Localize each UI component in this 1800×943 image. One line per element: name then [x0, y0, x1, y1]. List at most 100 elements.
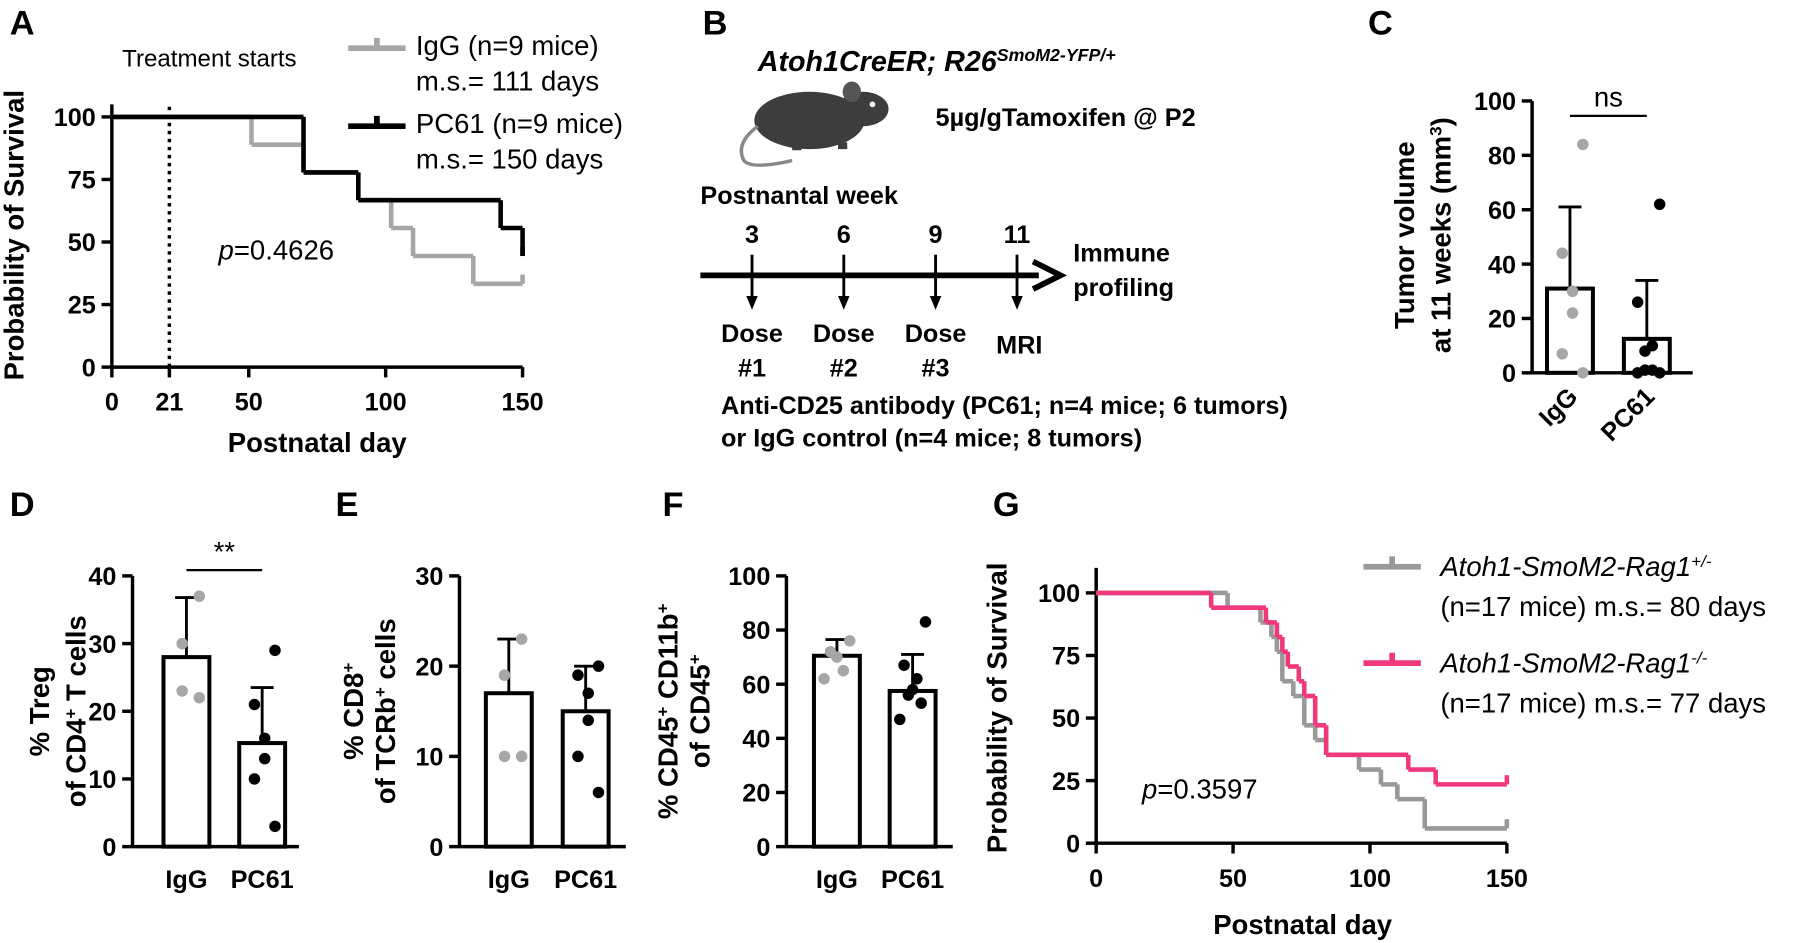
y-axis-label: of CD4+ T cells [60, 615, 91, 807]
y-tick-label: 30 [415, 563, 443, 591]
text-part: of CD45 [685, 664, 716, 768]
tamoxifen-label: 5µg/gTamoxifen @ P2 [936, 104, 1196, 132]
bar [811, 653, 862, 849]
superscript: + [371, 687, 390, 697]
superscript: + [339, 663, 358, 673]
y-tick-label: 20 [88, 698, 116, 726]
data-point [515, 633, 528, 645]
week-label: 9 [929, 221, 943, 249]
data-point [1653, 198, 1666, 211]
timeline-arrowhead [1031, 258, 1068, 292]
y-tick-label: 100 [1474, 88, 1516, 116]
x-tick-label: 100 [1349, 865, 1391, 893]
superscript: + [685, 654, 704, 664]
event-label: Dose [721, 320, 783, 348]
legend-label: Atoh1-SmoM2-Rag1-/- [1438, 647, 1707, 678]
event-arrowhead [838, 295, 850, 310]
data-point [1639, 345, 1651, 357]
y-tick-label: 40 [88, 563, 116, 591]
y-tick-label: 60 [1488, 197, 1516, 225]
legend-label: PC61 (n=9 mice) [416, 108, 623, 139]
data-point [1556, 348, 1568, 360]
superscript: + [653, 707, 672, 717]
treatment-label: Treatment starts [122, 46, 296, 73]
y-tick-label: 10 [415, 744, 443, 772]
data-point [1631, 367, 1644, 379]
legend-note: (n=17 mice) m.s.= 77 days [1440, 687, 1766, 718]
significance-label: ns [1594, 82, 1623, 113]
data-point [902, 689, 915, 701]
data-point [915, 697, 927, 709]
text-part: % CD8 [338, 673, 369, 760]
end-label: Immune [1073, 240, 1170, 268]
x-tick-label: 150 [502, 389, 544, 417]
data-point [193, 590, 206, 602]
panel-letter: D [10, 486, 35, 524]
text-part: Atoh1-SmoM2-Rag1 [1438, 551, 1691, 582]
p-value: p=0.3597 [1141, 773, 1258, 804]
bar [483, 691, 534, 849]
data-point [572, 750, 584, 763]
x-tick-label: 100 [365, 389, 407, 417]
data-point [911, 673, 923, 685]
y-axis-label: % CD45+ CD11b+ [652, 603, 683, 819]
y-tick-label: 50 [1052, 705, 1080, 733]
y-axis-label: % Treg [24, 666, 55, 756]
note: Anti-CD25 antibody (PC61; n=4 mice; 6 tu… [721, 392, 1288, 420]
data-point [498, 750, 511, 763]
data-point [582, 714, 594, 727]
panel-letter: F [663, 486, 684, 524]
text-part: at 11 weeks (mm [1426, 136, 1457, 353]
legend-note: m.s.= 150 days [416, 144, 603, 175]
bar [1545, 286, 1595, 375]
data-point [582, 687, 594, 699]
bar [560, 709, 611, 849]
week-label: 6 [837, 221, 851, 249]
text-part: of TCRb [370, 697, 401, 804]
data-point [1577, 367, 1589, 379]
y-axis-label: of CD45+ [685, 654, 716, 768]
week-label: 3 [745, 221, 759, 249]
text-part: of CD4 [60, 718, 91, 807]
text-part: Atoh1CreER; R26 [757, 46, 998, 78]
y-tick-label: 75 [68, 167, 96, 195]
text-part: Probability of Survival [0, 90, 30, 381]
x-tick-label: PC61 [231, 866, 294, 894]
y-tick-label: 20 [415, 653, 443, 681]
x-tick-label: IgG [488, 866, 530, 894]
x-tick-label: IgG [816, 866, 858, 894]
x-axis-label: Postnatal day [228, 427, 408, 458]
superscript: -/- [1691, 648, 1707, 667]
x-tick-label: PC61 [554, 866, 617, 894]
y-axis-label: of TCRb+ cells [370, 618, 401, 804]
superscript: +/- [1691, 551, 1712, 570]
y-tick-label: 30 [88, 631, 116, 659]
y-tick-label: 0 [1502, 360, 1516, 388]
text-part: T cells [60, 615, 91, 708]
data-point [894, 713, 906, 726]
event-label: Dose [813, 320, 875, 348]
text-part: Probability of Survival [982, 563, 1013, 854]
x-tick-label: IgG [165, 866, 207, 894]
data-point [1577, 138, 1589, 151]
y-tick-label: 10 [88, 766, 116, 794]
data-point [818, 673, 830, 685]
y-tick-label: 40 [1488, 251, 1516, 279]
data-point [269, 820, 281, 833]
y-tick-label: 20 [742, 780, 770, 808]
timeline-label: Postnantal week [700, 182, 899, 210]
legend-note: m.s.= 111 days [416, 66, 599, 97]
panel-letter: E [336, 486, 359, 524]
superscript: 3 [1426, 126, 1445, 135]
y-tick-label: 25 [68, 292, 96, 320]
text-part: ) [1426, 117, 1457, 126]
data-point [837, 664, 850, 677]
data-point [176, 637, 188, 650]
p-value: p=0.4626 [218, 234, 335, 265]
x-axis-label: Postnatal day [1213, 909, 1393, 940]
text-part: Atoh1-SmoM2-Rag1 [1438, 647, 1691, 678]
data-point [176, 685, 188, 697]
data-point [592, 786, 605, 799]
y-tick-label: 75 [1052, 643, 1080, 671]
